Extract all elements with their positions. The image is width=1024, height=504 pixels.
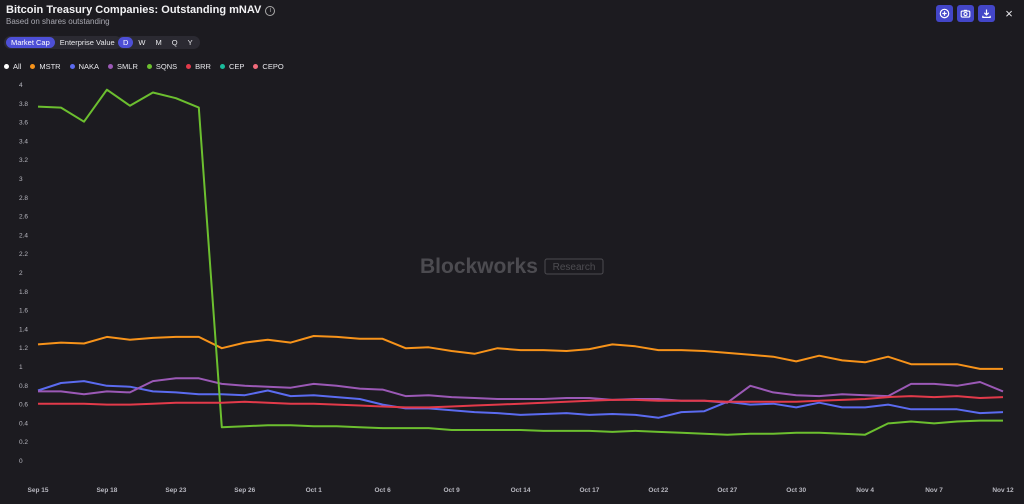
period-year[interactable]: Y [187,38,193,47]
toolbar: × [936,5,1016,22]
x-axis: Sep 15 Sep 18 Sep 23 Sep 26 Oct 1 Oct 6 Oct 9 O… [28,487,1015,494]
legend-dot [69,64,75,69]
series-line-smlr[interactable] [38,377,1004,404]
y-tick-label: 3.4 [19,138,28,145]
x-tick-label: Oct 17 [579,487,599,494]
close-icon[interactable]: × [1005,6,1013,21]
y-tick-label: 1.2 [19,345,28,352]
x-tick-label: Sep 18 [96,487,117,494]
legend-item-mstr[interactable]: MSTR [30,62,61,71]
x-tick-label: Nov 12 [992,487,1014,494]
x-tick-label: Sep 26 [234,487,255,494]
x-tick-label: Oct 1 [306,487,323,494]
y-tick-label: 0.6 [19,402,28,409]
x-tick-label: Oct 27 [717,487,737,494]
legend-item-brr[interactable]: BRR [186,62,211,71]
chart-subtitle: Based on shares outstanding [6,17,110,26]
legend-dot [186,64,192,69]
series-line-naka[interactable] [37,380,1004,419]
watermark-brand: Blockworks [420,255,538,278]
y-tick-label: 1.6 [19,308,28,315]
watermark-tag-box [544,258,604,275]
y-tick-label: 4 [19,82,23,89]
y-tick-label: 1 [19,364,23,371]
period-day[interactable]: D [118,37,134,48]
y-tick-label: 2.8 [19,195,28,202]
download-icon[interactable] [978,5,995,22]
y-tick-label: 2 [19,270,23,277]
legend-dot [219,64,225,69]
legend-dot [30,64,36,69]
legend-item-cep[interactable]: CEP [219,62,245,71]
watermark: Blockworks Research [420,255,604,278]
legend-item-sqns[interactable]: SQNS [146,62,178,71]
legend-dot [108,64,114,69]
x-tick-label: Oct 14 [511,487,531,494]
y-tick-label: 2.4 [19,232,28,239]
legend-label: MSTR [39,62,61,71]
legend-item-cepo[interactable]: CEPO [253,62,284,71]
x-tick-label: Sep 15 [28,487,49,494]
legend-label: CEP [228,62,245,71]
chart-title-text: Bitcoin Treasury Companies: Outstanding … [6,4,262,16]
period-week[interactable]: W [138,38,146,47]
x-tick-label: Sep 23 [165,487,186,494]
legend-item-naka[interactable]: NAKA [69,62,100,71]
series-lines [37,88,1004,436]
y-tick-label: 3.8 [19,101,28,108]
legend-label: CEPO [262,62,284,71]
series-line-mstr[interactable] [37,335,1003,370]
legend-label: NAKA [78,62,100,71]
valuation-toggle: Market Cap Enterprise Value [4,36,122,49]
x-tick-label: Nov 4 [856,487,874,494]
series-line-brr[interactable] [38,395,1004,409]
legend-dot [146,64,152,69]
camera-icon[interactable] [957,5,974,22]
y-tick-label: 3.6 [19,120,28,127]
legend-label: All [13,62,22,71]
series-line-sqns[interactable] [37,88,1003,436]
market-cap-option[interactable]: Market Cap [6,37,55,48]
legend: All MSTR NAKA SMLR SQNS BRR CEP CEPO [4,62,293,71]
legend-dot [253,64,259,69]
legend-label: SMLR [117,62,138,71]
y-tick-label: 2.2 [19,251,28,258]
y-axis: 0 0.2 0.4 0.6 0.8 1 1.2 1.4 1.6 1.8 2 2.2 2.4 2.6 2.8 3… [19,82,28,465]
y-tick-label: 0.4 [19,420,28,427]
y-tick-label: 1.8 [19,289,28,296]
info-icon[interactable]: i [265,6,276,16]
x-tick-label: Nov 7 [925,487,943,494]
y-tick-label: 0 [19,458,23,465]
y-tick-label: 1.4 [19,326,28,333]
legend-item-smlr[interactable]: SMLR [108,62,138,71]
y-tick-label: 2.6 [19,214,28,221]
x-tick-label: Oct 9 [443,487,460,494]
y-tick-label: 3.2 [19,157,28,164]
period-toggle: D W M Q Y [116,36,200,49]
legend-label: SQNS [155,62,178,71]
y-tick-label: 0.2 [19,439,28,446]
y-tick-label: 3 [19,176,23,183]
y-tick-label: 0.8 [19,383,28,390]
legend-item-all[interactable]: All [4,62,21,71]
legend-dot [4,64,9,69]
plus-circle-icon[interactable] [936,5,953,22]
enterprise-value-option[interactable]: Enterprise Value [59,38,115,47]
x-tick-label: Oct 30 [786,487,806,494]
x-tick-label: Oct 6 [375,487,392,494]
chart-title: Bitcoin Treasury Companies: Outstanding … [6,4,276,16]
period-quarter[interactable]: Q [171,38,178,47]
legend-label: BRR [195,62,211,71]
period-month[interactable]: M [155,38,162,47]
watermark-tag: Research [553,262,596,273]
x-tick-label: Oct 22 [648,487,668,494]
